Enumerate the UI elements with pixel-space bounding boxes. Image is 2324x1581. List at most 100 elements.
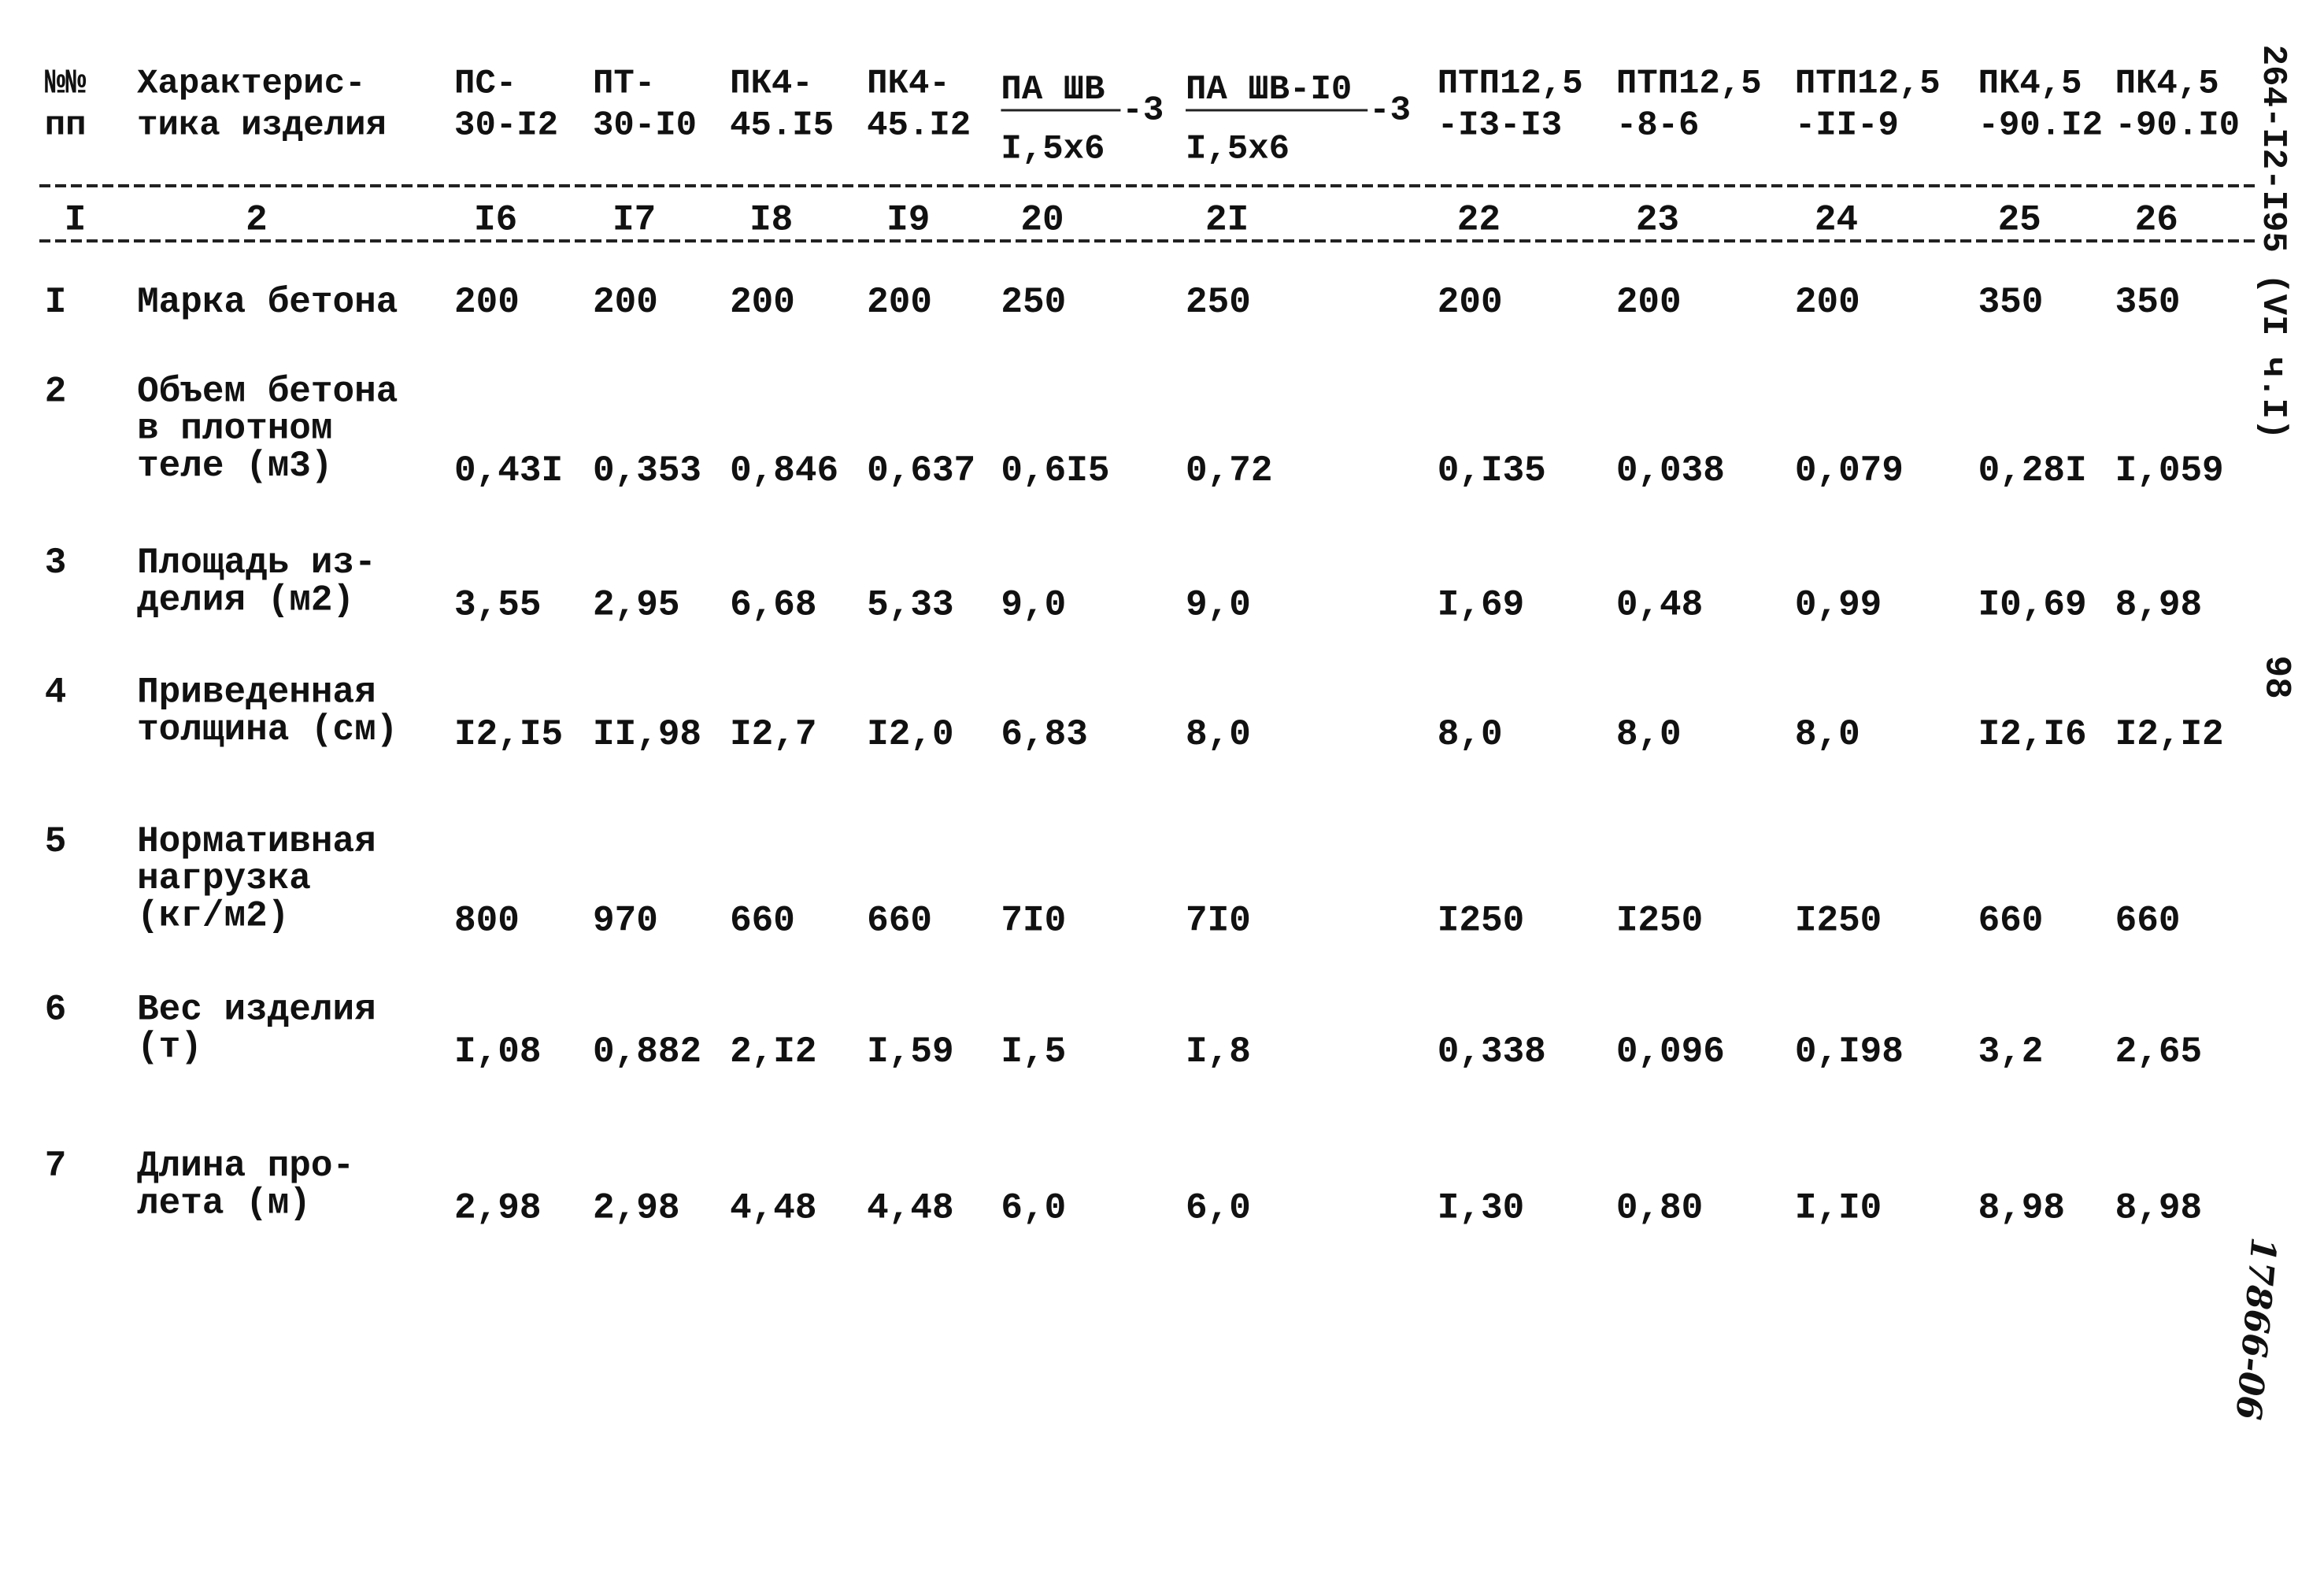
cell-value: 800 [454, 900, 520, 941]
cell-value: 250 [1186, 282, 1251, 323]
row-label: делия (м2) [137, 579, 354, 620]
cell-value: 200 [1616, 282, 1682, 323]
cell-value: 0,99 [1795, 584, 1882, 625]
cell-value: I2,I2 [2115, 714, 2224, 755]
header-text: ПТП12,5 [1616, 64, 1762, 103]
header-text: Характерис- [137, 64, 365, 103]
header-denominator: I,5х6 [1001, 130, 1105, 169]
row-number: 3 [45, 542, 67, 583]
cell-value: 0,72 [1186, 450, 1272, 491]
row-number: I [45, 282, 67, 323]
header-text: -8-6 [1616, 106, 1700, 145]
column-number: I7 [612, 199, 656, 240]
row-number: 5 [45, 821, 67, 862]
cell-value: 7I0 [1186, 900, 1251, 941]
cell-value: 2,98 [454, 1188, 541, 1229]
row-label: Марка бетона [137, 282, 398, 323]
cell-value: I250 [1438, 900, 1524, 941]
row-label: в плотном [137, 409, 332, 450]
column-number: 26 [2135, 199, 2178, 240]
cell-value: 4,48 [867, 1188, 953, 1229]
cell-value: 4,48 [730, 1188, 816, 1229]
cell-value: 8,98 [2115, 584, 2202, 625]
cell-value: I0,69 [1978, 584, 2087, 625]
cell-value: 6,83 [1001, 714, 1087, 755]
cell-value: I,59 [867, 1031, 953, 1072]
header-text: ПС- [454, 64, 516, 103]
cell-value: 2,I2 [730, 1031, 816, 1072]
header-text: ПК4- [730, 64, 813, 103]
cell-value: 2,65 [2115, 1031, 2202, 1072]
cell-value: 0,6I5 [1001, 450, 1109, 491]
cell-value: 9,0 [1001, 584, 1066, 625]
header-text: ПТП12,5 [1438, 64, 1583, 103]
cell-value: 0,I98 [1795, 1031, 1904, 1072]
cell-value: I2,I6 [1978, 714, 2087, 755]
column-number: 22 [1457, 199, 1501, 240]
cell-value: 8,0 [1616, 714, 1682, 755]
cell-value: 0,353 [593, 450, 701, 491]
cell-value: 7I0 [1001, 900, 1066, 941]
row-label: лета (м) [137, 1183, 311, 1224]
cell-value: 0,846 [730, 450, 838, 491]
header-text: 30-I0 [593, 106, 697, 145]
cell-value: I250 [1795, 900, 1882, 941]
cell-value: I,I0 [1795, 1188, 1882, 1229]
row-label: Объем бетона [137, 371, 398, 412]
row-number: 7 [45, 1146, 67, 1187]
cell-value: 0,43I [454, 450, 563, 491]
cell-value: 250 [1001, 282, 1066, 323]
header-text: ПТ- [593, 64, 655, 103]
cell-value: 2,95 [593, 584, 679, 625]
column-number: 24 [1815, 199, 1858, 240]
header-text: ПК4,5 [1978, 64, 2082, 103]
header-text: ПК4- [867, 64, 950, 103]
cell-value: 0,I35 [1438, 450, 1546, 491]
header-text: -90.I2 [1978, 106, 2103, 145]
cell-value: I,5 [1001, 1031, 1066, 1072]
cell-value: II,98 [593, 714, 701, 755]
row-number: 4 [45, 672, 67, 713]
cell-value: 6,0 [1186, 1188, 1251, 1229]
header-text: тика изделия [137, 106, 387, 145]
row-label: Нормативная [137, 821, 376, 862]
row-label: Вес изделия [137, 990, 376, 1031]
cell-value: I,30 [1438, 1188, 1524, 1229]
cell-value: I2,7 [730, 714, 816, 755]
header-text: ПК4,5 [2115, 64, 2219, 103]
cell-value: 8,98 [1978, 1188, 2065, 1229]
header-suffix: -3 [1122, 91, 1164, 130]
cell-value: 8,0 [1438, 714, 1503, 755]
row-label: Приведенная [137, 672, 376, 713]
header-denominator: I,5х6 [1186, 130, 1290, 169]
cell-value: 8,0 [1186, 714, 1251, 755]
header-text: 45.I5 [730, 106, 834, 145]
column-number: I9 [886, 199, 930, 240]
cell-value: 0,338 [1438, 1031, 1546, 1072]
column-number: I8 [749, 199, 793, 240]
column-number: 25 [1998, 199, 2041, 240]
cell-value: I2,I5 [454, 714, 563, 755]
cell-value: 0,28I [1978, 450, 2087, 491]
header-text: 45.I2 [867, 106, 971, 145]
row-label: нагрузка [137, 858, 311, 899]
cell-value: I250 [1616, 900, 1703, 941]
cell-value: 0,48 [1616, 584, 1703, 625]
column-number: I [65, 199, 87, 240]
cell-value: 660 [730, 900, 795, 941]
cell-value: 200 [1438, 282, 1503, 323]
column-number: 2I [1205, 199, 1249, 240]
cell-value: 200 [730, 282, 795, 323]
row-label: Длина про- [137, 1146, 354, 1187]
row-label: Площадь из- [137, 542, 376, 583]
cell-value: 8,0 [1795, 714, 1860, 755]
cell-value: 200 [454, 282, 520, 323]
cell-value: 3,55 [454, 584, 541, 625]
cell-value: I,059 [2115, 450, 2224, 491]
cell-value: 350 [2115, 282, 2181, 323]
row-label: (т) [137, 1027, 202, 1068]
cell-value: 200 [867, 282, 932, 323]
cell-value: I,08 [454, 1031, 541, 1072]
cell-value: 660 [867, 900, 932, 941]
header-text: пп [45, 106, 87, 145]
